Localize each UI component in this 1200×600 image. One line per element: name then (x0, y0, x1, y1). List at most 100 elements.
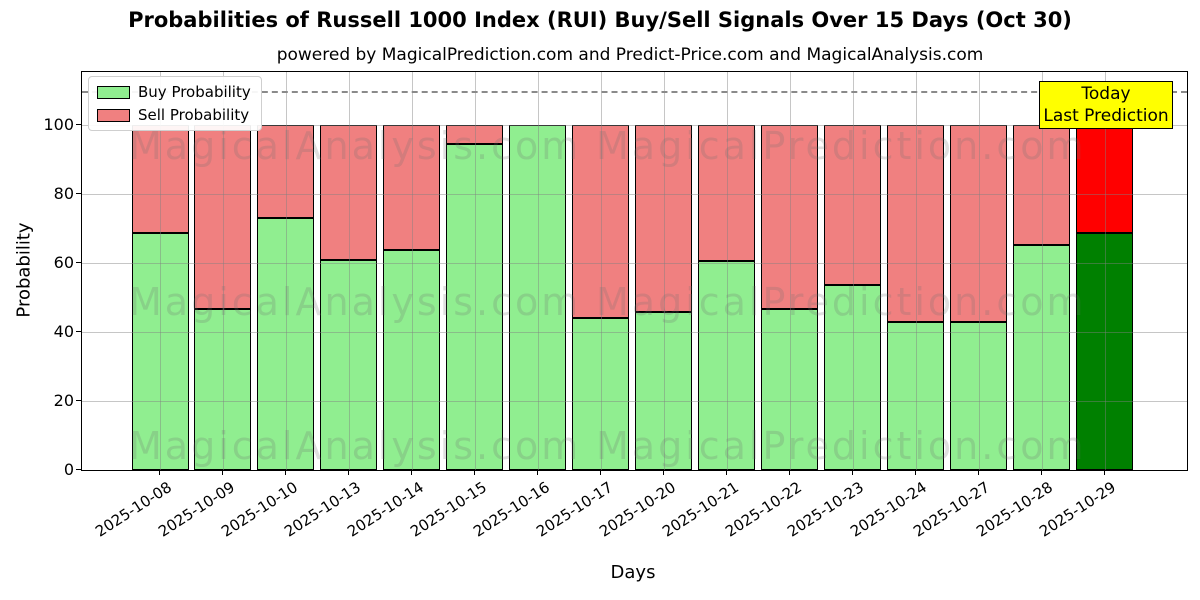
chart-subtitle: powered by MagicalPrediction.com and Pre… (276, 45, 984, 65)
bar-buy-segment (824, 285, 882, 470)
bar-buy-segment (887, 321, 945, 470)
bar-sell-segment (131, 125, 189, 234)
legend-buy-label: Buy Probability (138, 83, 251, 101)
bar-sell-segment (824, 125, 882, 286)
y-tick-mark (76, 124, 81, 126)
bar-sell-segment (257, 125, 315, 218)
gridline-vertical (474, 72, 476, 470)
gridline-vertical (537, 72, 539, 470)
y-tick-label: 80 (53, 184, 74, 204)
today-annotation-box: Today Last Prediction (1039, 81, 1173, 129)
bar-sell-segment (320, 125, 378, 261)
bar-sell-segment (635, 125, 693, 313)
bar-buy-segment (446, 144, 504, 470)
gridline-vertical (726, 72, 728, 470)
x-tick-mark (159, 470, 161, 475)
legend-row-buy: Buy Probability (97, 83, 251, 101)
gridline-vertical (789, 72, 791, 470)
bar-buy-segment (194, 308, 252, 470)
x-tick-mark (914, 470, 916, 475)
gridline-horizontal (82, 263, 1187, 265)
bar-sell-segment (383, 125, 441, 250)
gridline-vertical (348, 72, 350, 470)
bar-sell-segment (194, 125, 252, 309)
bar-buy-segment (320, 260, 378, 470)
x-tick-mark (851, 470, 853, 475)
gridline-horizontal (82, 194, 1187, 196)
bar-sell-segment (446, 125, 504, 145)
y-tick-mark (76, 400, 81, 402)
bar-buy-segment (383, 249, 441, 470)
x-tick-mark (410, 470, 413, 475)
x-tick-mark (221, 470, 224, 475)
gridline-vertical (222, 72, 224, 470)
bar-buy-segment (572, 317, 630, 470)
x-tick-mark (788, 470, 790, 475)
bar-sell-segment (887, 125, 945, 322)
bar-sell-segment (1076, 125, 1134, 234)
y-tick-label: 40 (53, 322, 74, 342)
y-tick-label: 100 (43, 115, 74, 135)
x-tick-mark (1040, 470, 1042, 475)
watermark-text: MagicalPrediction.com (596, 124, 1087, 168)
gridline-vertical (411, 72, 413, 470)
legend-row-sell: Sell Probability (97, 106, 251, 124)
watermark-text: MagicalPrediction.com (596, 280, 1087, 324)
bar-sell-segment (950, 125, 1008, 322)
y-tick-mark (76, 262, 81, 264)
today-annotation-line1: Today (1081, 83, 1131, 104)
x-tick-mark (347, 470, 350, 475)
x-tick-mark (599, 470, 602, 475)
watermark-text: MagicalPrediction.com (596, 424, 1087, 468)
x-tick-mark (977, 470, 979, 475)
bar-buy-segment (950, 321, 1008, 470)
x-tick-mark (536, 470, 539, 475)
gridline-vertical (852, 72, 854, 470)
gridline-horizontal (82, 125, 1187, 127)
bar-buy-segment (635, 312, 693, 470)
bar-sell-segment (698, 125, 756, 261)
gridline-vertical (160, 72, 161, 470)
gridline-vertical (1041, 72, 1043, 470)
x-axis-label: Days (610, 562, 656, 583)
watermark-text: MagicalAnalysis.com (129, 124, 582, 168)
plot-area: MagicalAnalysis.com MagicalPrediction.com… (81, 71, 1188, 471)
y-tick-mark (76, 331, 81, 333)
bar-buy-segment (698, 260, 756, 470)
gridline-horizontal (82, 401, 1187, 403)
bar-buy-segment (257, 217, 315, 470)
watermark-text: MagicalAnalysis.com (129, 424, 582, 468)
bar-buy-segment (1076, 233, 1134, 470)
gridline-vertical (1104, 72, 1106, 470)
buy-swatch-icon (97, 85, 130, 99)
bar-sell-segment (572, 125, 630, 318)
watermark-text: MagicalAnalysis.com (129, 280, 582, 324)
threshold-dashed-line (82, 90, 1187, 93)
y-tick-mark (76, 193, 81, 195)
gridline-vertical (285, 72, 287, 470)
chart-title: Probabilities of Russell 1000 Index (RUI… (128, 8, 1072, 32)
y-tick-mark (76, 469, 81, 471)
gridline-vertical (915, 72, 917, 470)
x-tick-mark (662, 470, 665, 475)
gridline-horizontal (82, 332, 1187, 334)
x-tick-mark (473, 470, 476, 475)
bar-buy-segment (761, 309, 819, 470)
y-tick-label: 60 (53, 253, 74, 273)
gridline-vertical (978, 72, 980, 470)
x-tick-mark (1103, 470, 1105, 475)
today-annotation-line2: Last Prediction (1043, 106, 1169, 126)
sell-swatch-icon (97, 108, 130, 122)
gridline-vertical (663, 72, 665, 470)
gridline-vertical (600, 72, 602, 470)
x-tick-mark (725, 470, 728, 475)
legend: Buy Probability Sell Probability (88, 76, 262, 131)
bar-buy-segment (131, 233, 189, 470)
bar-buy-segment (509, 125, 567, 470)
y-tick-label: 20 (53, 391, 74, 411)
legend-sell-label: Sell Probability (138, 106, 250, 124)
x-tick-mark (284, 470, 287, 475)
y-tick-label: 0 (63, 460, 74, 479)
bar-sell-segment (761, 125, 819, 310)
